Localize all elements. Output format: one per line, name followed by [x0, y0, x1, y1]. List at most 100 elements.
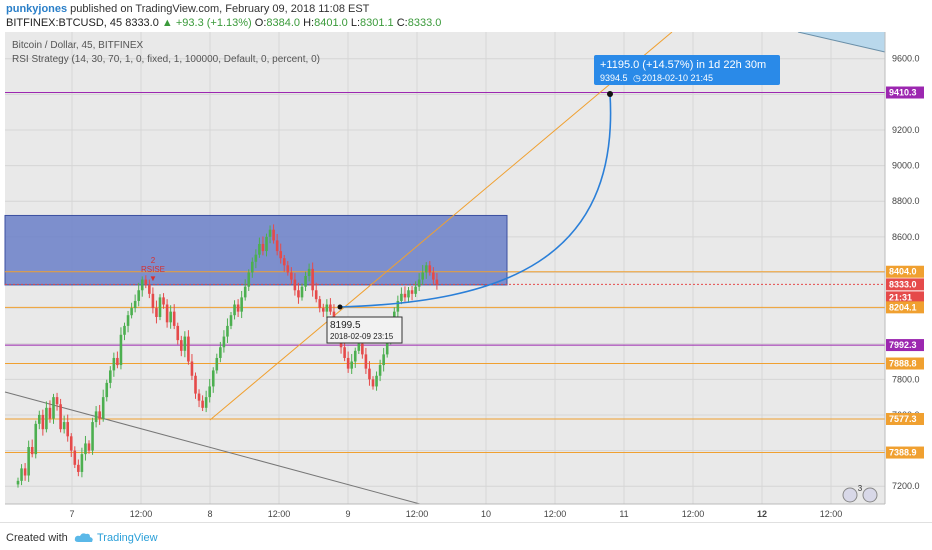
candle-body-78[interactable]	[293, 279, 297, 291]
candle-body-4[interactable]	[30, 447, 34, 455]
candle-body-93[interactable]	[346, 357, 350, 369]
candle-body-112[interactable]	[414, 286, 417, 294]
candle-body-55[interactable]	[211, 370, 215, 387]
candle-body-26[interactable]	[109, 370, 112, 383]
candle-body-66[interactable]	[251, 261, 254, 273]
candle-body-47[interactable]	[183, 336, 187, 351]
candle-body-7[interactable]	[41, 414, 45, 430]
candle-body-63[interactable]	[240, 297, 243, 312]
candle-body-27[interactable]	[112, 357, 116, 371]
candle-body-16[interactable]	[73, 450, 77, 465]
candle-body-114[interactable]	[421, 272, 424, 280]
candle-body-96[interactable]	[357, 343, 361, 351]
us-flag-icon[interactable]	[842, 487, 858, 503]
candle-body-21[interactable]	[91, 422, 94, 451]
candle-body-5[interactable]	[34, 423, 38, 455]
candle-body-69[interactable]	[261, 243, 265, 252]
candle-body-36[interactable]	[144, 279, 148, 285]
candle-body-46[interactable]	[180, 340, 183, 351]
candle-body-29[interactable]	[119, 334, 123, 366]
candle-body-86[interactable]	[322, 308, 325, 312]
candle-body-82[interactable]	[307, 268, 311, 277]
candle-body-61[interactable]	[233, 304, 236, 316]
candle-body-95[interactable]	[353, 350, 357, 362]
candle-body-10[interactable]	[52, 397, 55, 419]
candle-body-28[interactable]	[116, 357, 119, 366]
price-badge-2[interactable]	[886, 278, 924, 291]
candle-body-50[interactable]	[194, 375, 197, 394]
candle-body-72[interactable]	[272, 229, 275, 241]
candle-body-18[interactable]	[80, 454, 84, 472]
price-badge-6[interactable]	[886, 357, 924, 370]
projection-start-dot[interactable]	[337, 304, 343, 310]
candle-body-12[interactable]	[59, 404, 62, 430]
candle-body-98[interactable]	[364, 354, 368, 369]
candle-body-108[interactable]	[400, 293, 403, 301]
us-flag-icon-2[interactable]	[862, 487, 878, 503]
downtrend-line[interactable]	[4, 391, 421, 505]
tradingview-link[interactable]: TradingView	[97, 532, 158, 544]
chart-area[interactable]: +1195.0 (+14.57%) in 1d 22h 30m 9394.5 ◷…	[0, 31, 932, 522]
time-axis[interactable]	[5, 504, 885, 522]
candle-body-76[interactable]	[286, 265, 290, 273]
projection-label-box[interactable]	[594, 55, 780, 85]
author-link[interactable]: punkyjones	[6, 3, 68, 15]
candle-body-60[interactable]	[229, 315, 233, 326]
candle-body-43[interactable]	[169, 311, 172, 323]
candle-body-111[interactable]	[410, 290, 414, 294]
candle-body-85[interactable]	[318, 299, 322, 309]
candle-body-34[interactable]	[137, 290, 140, 301]
price-badge-1[interactable]	[886, 265, 924, 278]
candle-body-54[interactable]	[208, 386, 211, 398]
candle-body-77[interactable]	[290, 272, 293, 280]
fan-line[interactable]	[209, 31, 673, 421]
candle-body-23[interactable]	[98, 411, 101, 419]
candle-body-113[interactable]	[417, 279, 421, 287]
candle-body-58[interactable]	[222, 336, 226, 348]
projection-curve[interactable]	[339, 93, 612, 308]
candle-body-20[interactable]	[87, 443, 91, 451]
candle-body-48[interactable]	[187, 336, 190, 362]
price-badge-4[interactable]	[886, 301, 924, 314]
candle-body-45[interactable]	[176, 325, 180, 341]
candle-body-73[interactable]	[275, 240, 279, 252]
candle-body-57[interactable]	[219, 347, 222, 358]
candle-body-0[interactable]	[16, 480, 20, 485]
candle-body-62[interactable]	[236, 304, 240, 312]
candle-body-44[interactable]	[172, 311, 176, 326]
candle-body-49[interactable]	[190, 361, 194, 376]
projection-target-dot[interactable]	[607, 91, 613, 97]
candle-body-1[interactable]	[20, 468, 23, 481]
price-badge-3[interactable]	[886, 291, 924, 304]
candle-body-71[interactable]	[268, 229, 272, 237]
candle-body-31[interactable]	[126, 315, 130, 326]
price-badge-7[interactable]	[886, 412, 924, 425]
candle-body-32[interactable]	[130, 308, 133, 316]
candle-body-102[interactable]	[378, 365, 382, 376]
candle-body-92[interactable]	[343, 347, 346, 358]
candle-body-74[interactable]	[279, 251, 282, 259]
candle-body-65[interactable]	[247, 272, 251, 287]
candle-body-42[interactable]	[165, 304, 169, 323]
candle-body-24[interactable]	[101, 397, 105, 419]
candle-body-68[interactable]	[258, 243, 261, 255]
candle-body-64[interactable]	[243, 286, 247, 298]
candle-body-118[interactable]	[435, 279, 439, 285]
candle-body-88[interactable]	[329, 304, 332, 312]
candle-body-17[interactable]	[77, 464, 80, 472]
price-chart[interactable]: +1195.0 (+14.57%) in 1d 22h 30m 9394.5 ◷…	[0, 31, 932, 522]
candle-body-84[interactable]	[314, 290, 318, 300]
price-badge-0[interactable]	[886, 86, 924, 99]
candle-body-53[interactable]	[204, 397, 208, 408]
candle-body-99[interactable]	[368, 368, 371, 380]
candle-body-40[interactable]	[158, 297, 162, 317]
candle-body-25[interactable]	[105, 382, 109, 398]
legend-strategy[interactable]: RSI Strategy (14, 30, 70, 1, 0, fixed, 1…	[12, 54, 320, 65]
candle-body-39[interactable]	[155, 308, 158, 317]
candle-body-2[interactable]	[23, 468, 27, 476]
candle-body-75[interactable]	[282, 258, 286, 266]
candle-body-41[interactable]	[162, 297, 165, 305]
candle-body-110[interactable]	[407, 290, 410, 298]
candle-body-107[interactable]	[396, 300, 400, 312]
candle-body-87[interactable]	[325, 304, 329, 312]
